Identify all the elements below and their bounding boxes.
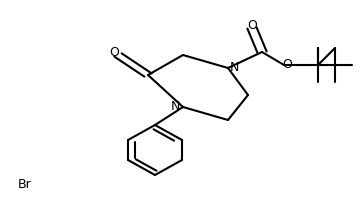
Text: O: O (110, 46, 119, 59)
Text: N: N (171, 100, 181, 113)
Text: Br: Br (18, 178, 32, 191)
Text: O: O (247, 19, 257, 32)
Text: N: N (230, 61, 239, 74)
Text: O: O (283, 59, 293, 72)
